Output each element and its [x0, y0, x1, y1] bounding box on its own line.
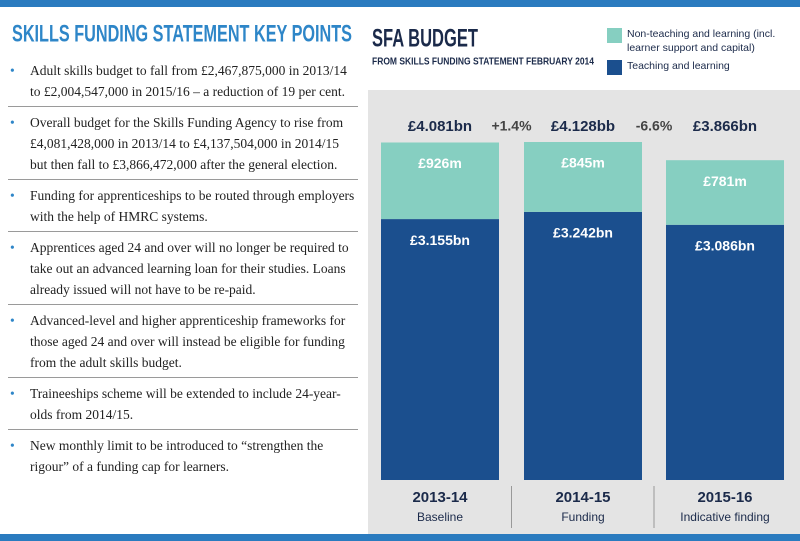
value-label: £3.086bn: [695, 237, 755, 253]
change-label: +1.4%: [491, 118, 532, 134]
category-label: 2015-16: [697, 489, 752, 506]
category-note: Baseline: [417, 510, 463, 524]
legend-swatch: [607, 60, 622, 75]
total-label: £3.866bn: [693, 118, 757, 135]
key-point: Advanced-level and higher apprenticeship…: [8, 308, 358, 378]
key-point: New monthly limit to be introduced to “s…: [8, 433, 358, 481]
legend-label: Teaching and learning: [627, 60, 730, 72]
key-point: Overall budget for the Skills Funding Ag…: [8, 110, 358, 180]
category-label: 2013-14: [412, 489, 468, 506]
top-stripe: [0, 0, 800, 7]
total-label: £4.128bb: [551, 118, 615, 135]
total-label: £4.081bn: [408, 118, 472, 135]
bar-segment: [666, 160, 784, 225]
category-note: Indicative finding: [680, 510, 769, 524]
bar-segment: [524, 142, 642, 212]
panel-title: SKILLS FUNDING STATEMENT KEY POINTS: [12, 20, 352, 47]
chart-title: SFA BUDGET: [372, 25, 478, 53]
bar-segment: [524, 211, 642, 480]
bar-segment: [381, 219, 499, 480]
value-label: £926m: [418, 155, 462, 171]
key-points: Adult skills budget to fall from £2,467,…: [8, 58, 358, 484]
key-point: Funding for apprenticeships to be routed…: [8, 183, 358, 232]
key-point: Traineeships scheme will be extended to …: [8, 381, 358, 430]
bottom-stripe: [0, 534, 800, 541]
bar-segment: [666, 224, 784, 480]
category-note: Funding: [561, 510, 604, 524]
legend-swatch: [607, 28, 622, 43]
change-label: -6.6%: [636, 118, 673, 134]
value-label: £845m: [561, 155, 605, 171]
key-point: Adult skills budget to fall from £2,467,…: [8, 58, 358, 107]
value-label: £3.242bn: [553, 225, 613, 241]
legend-label: Non-teaching and learning (incl. learner…: [627, 28, 776, 54]
value-label: £3.155bn: [410, 232, 470, 248]
chart-subtitle: FROM SKILLS FUNDING STATEMENT FEBRUARY 2…: [372, 57, 594, 68]
bar-segment: [381, 142, 499, 220]
key-point: Apprentices aged 24 and over will no lon…: [8, 235, 358, 305]
category-label: 2014-15: [555, 489, 610, 506]
value-label: £781m: [703, 173, 747, 189]
